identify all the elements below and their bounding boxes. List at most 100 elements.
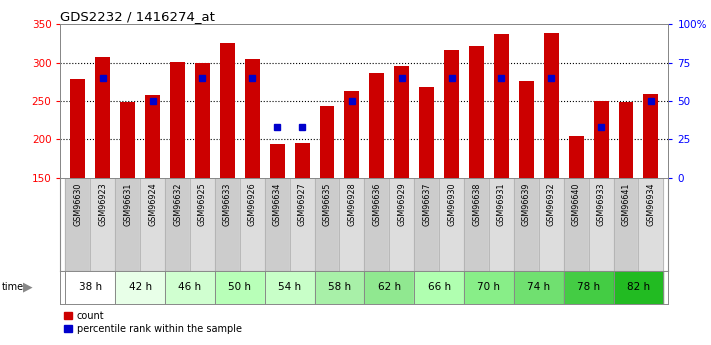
Bar: [539, 178, 564, 271]
Bar: [314, 271, 365, 304]
Bar: [195, 63, 210, 178]
Bar: [365, 271, 415, 304]
Text: 42 h: 42 h: [129, 282, 151, 292]
Bar: [569, 136, 584, 178]
Text: GSM96930: GSM96930: [447, 182, 456, 226]
Text: GSM96923: GSM96923: [98, 182, 107, 226]
Bar: [245, 59, 260, 178]
Bar: [220, 42, 235, 178]
Bar: [264, 271, 314, 304]
Bar: [65, 271, 115, 304]
Bar: [264, 178, 289, 271]
Bar: [514, 271, 564, 304]
Bar: [415, 271, 464, 304]
Text: GSM96636: GSM96636: [373, 182, 381, 226]
Bar: [494, 34, 509, 178]
Bar: [519, 81, 534, 178]
Text: 50 h: 50 h: [228, 282, 251, 292]
Text: GSM96929: GSM96929: [397, 182, 406, 226]
Text: 54 h: 54 h: [278, 282, 301, 292]
Bar: [395, 66, 410, 178]
Bar: [120, 102, 135, 178]
Bar: [643, 94, 658, 178]
Text: time: time: [2, 282, 24, 292]
Bar: [70, 79, 85, 178]
Bar: [439, 178, 464, 271]
Bar: [240, 178, 264, 271]
Bar: [594, 101, 609, 178]
Bar: [215, 271, 264, 304]
Bar: [390, 178, 415, 271]
Bar: [344, 91, 359, 178]
Bar: [544, 33, 559, 178]
Text: 82 h: 82 h: [627, 282, 650, 292]
Bar: [165, 178, 190, 271]
Text: GSM96638: GSM96638: [472, 182, 481, 226]
Bar: [638, 178, 663, 271]
Bar: [115, 271, 165, 304]
Text: 74 h: 74 h: [528, 282, 550, 292]
Bar: [469, 46, 484, 178]
Legend: count, percentile rank within the sample: count, percentile rank within the sample: [60, 307, 246, 338]
Text: GSM96927: GSM96927: [298, 182, 306, 226]
Bar: [419, 87, 434, 178]
Text: GSM96630: GSM96630: [73, 182, 82, 226]
Text: GSM96933: GSM96933: [597, 182, 606, 226]
Bar: [614, 271, 663, 304]
Text: GSM96924: GSM96924: [148, 182, 157, 226]
Bar: [90, 178, 115, 271]
Bar: [365, 178, 390, 271]
Bar: [170, 62, 185, 178]
Bar: [215, 178, 240, 271]
Bar: [415, 178, 439, 271]
Bar: [444, 50, 459, 178]
Text: GSM96631: GSM96631: [123, 182, 132, 226]
Text: GSM96633: GSM96633: [223, 182, 232, 226]
Bar: [564, 271, 614, 304]
Bar: [589, 178, 614, 271]
Text: GSM96634: GSM96634: [273, 182, 282, 226]
Bar: [489, 178, 514, 271]
Bar: [464, 271, 514, 304]
Bar: [289, 178, 314, 271]
Bar: [294, 143, 309, 178]
Text: 78 h: 78 h: [577, 282, 600, 292]
Text: GDS2232 / 1416274_at: GDS2232 / 1416274_at: [60, 10, 215, 23]
Bar: [339, 178, 365, 271]
Text: ▶: ▶: [23, 281, 33, 294]
Text: 46 h: 46 h: [178, 282, 201, 292]
Text: 70 h: 70 h: [478, 282, 501, 292]
Text: GSM96640: GSM96640: [572, 182, 581, 226]
Text: GSM96931: GSM96931: [497, 182, 506, 226]
Bar: [190, 178, 215, 271]
Bar: [65, 178, 90, 271]
Bar: [564, 178, 589, 271]
Text: GSM96932: GSM96932: [547, 182, 556, 226]
Text: GSM96635: GSM96635: [323, 182, 331, 226]
Text: GSM96639: GSM96639: [522, 182, 531, 226]
Text: GSM96925: GSM96925: [198, 182, 207, 226]
Bar: [314, 178, 339, 271]
Bar: [370, 73, 385, 178]
Bar: [145, 95, 160, 178]
Bar: [614, 178, 638, 271]
Text: 62 h: 62 h: [378, 282, 401, 292]
Text: GSM96928: GSM96928: [348, 182, 356, 226]
Bar: [514, 178, 539, 271]
Bar: [165, 271, 215, 304]
Text: GSM96641: GSM96641: [621, 182, 631, 226]
Bar: [269, 144, 284, 178]
Bar: [319, 106, 334, 178]
Bar: [619, 102, 634, 178]
Text: 38 h: 38 h: [79, 282, 102, 292]
Text: 66 h: 66 h: [427, 282, 451, 292]
Bar: [464, 178, 489, 271]
Text: GSM96926: GSM96926: [247, 182, 257, 226]
Text: 58 h: 58 h: [328, 282, 351, 292]
Text: GSM96637: GSM96637: [422, 182, 431, 226]
Bar: [115, 178, 140, 271]
Text: GSM96632: GSM96632: [173, 182, 182, 226]
Text: GSM96934: GSM96934: [646, 182, 656, 226]
Bar: [140, 178, 165, 271]
Bar: [95, 57, 110, 178]
